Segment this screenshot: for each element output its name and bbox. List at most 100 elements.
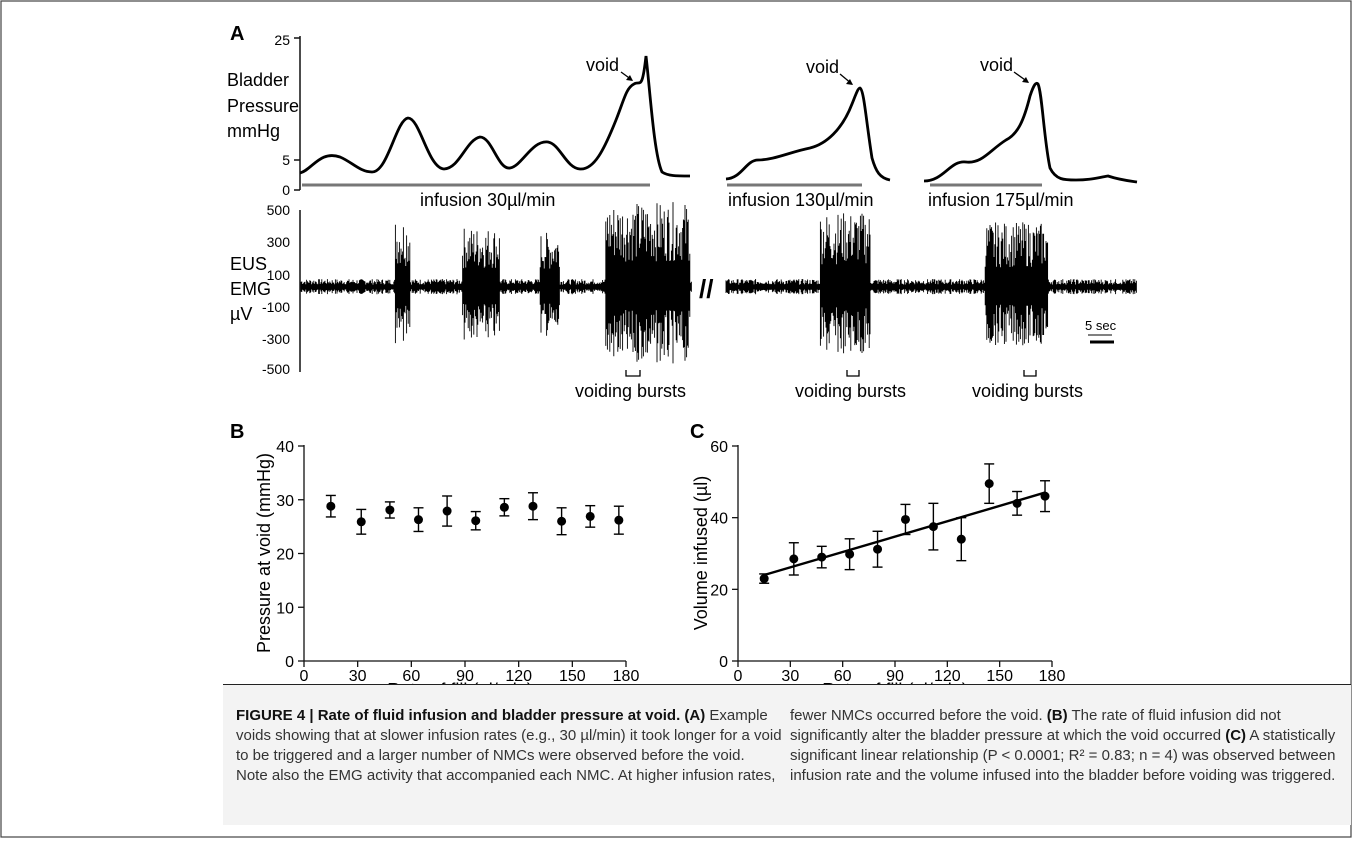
chart-b-point [385, 505, 395, 515]
void-arrowhead [846, 79, 853, 85]
voiding-label: voiding bursts [795, 381, 906, 401]
caption-line: voids showing that at slower infusion ra… [236, 727, 782, 744]
chart-c-point [817, 552, 827, 562]
chart-b-point [356, 517, 366, 527]
chart-c-points [759, 463, 1051, 584]
chart-b-ylabel: Pressure at void (mmHg) [254, 453, 274, 653]
caption-right-column: fewer NMCs occurred before the void. (B)… [790, 706, 1350, 786]
pressure-tick-label: 0 [282, 182, 290, 198]
chart-c-point [1040, 491, 1050, 501]
emg-tick-label: -100 [262, 299, 290, 315]
chart-c-point [956, 534, 966, 544]
chart-b-point [585, 511, 595, 521]
chart-c-point [759, 574, 769, 584]
emg-trace [725, 213, 1137, 354]
chart-b-xtick-label: 180 [613, 668, 640, 685]
chart-b-point [557, 516, 567, 526]
caption-line: fewer NMCs occurred before the void. (B)… [790, 707, 1281, 724]
caption-line: FIGURE 4 | Rate of fluid infusion and bl… [236, 707, 768, 724]
chart-c-xtick-label: 60 [834, 668, 852, 685]
emg-tick-label: 300 [267, 234, 291, 250]
chart-c-fit-line [763, 491, 1046, 577]
chart-b-ytick-label: 10 [276, 600, 294, 617]
emg-axis-label: µV [230, 304, 252, 324]
caption-line: significantly alter the bladder pressure… [790, 727, 1336, 744]
chart-c-xtick-label: 0 [734, 668, 743, 685]
emg-axis-label: EUS [230, 254, 267, 274]
chart-b-point [614, 515, 624, 525]
void-label: void [806, 57, 839, 77]
voiding-bracket [1023, 370, 1037, 377]
chart-c-xtick-label: 30 [781, 668, 799, 685]
chart-c-point [928, 522, 938, 532]
chart-b-xtick-label: 0 [300, 668, 309, 685]
chart-b-ytick-label: 30 [276, 493, 294, 510]
chart-b-points [325, 492, 624, 536]
chart-c-x-ticks: 0 30 60 90 120 150 180 [734, 661, 1066, 685]
voiding-label: voiding bursts [972, 381, 1083, 401]
void-label: void [586, 55, 619, 75]
chart-b-point [442, 506, 452, 516]
chart-b-y-ticks: 0 10 20 30 40 [276, 439, 304, 671]
scale-bar-label: 5 sec [1085, 318, 1117, 333]
voiding-label: voiding bursts [575, 381, 686, 401]
chart-c-ytick-label: 0 [719, 654, 728, 671]
voiding-bracket [625, 370, 641, 377]
chart-c-point [984, 479, 994, 489]
emg-tick-label: 500 [267, 202, 291, 218]
caption-line: Note also the EMG activity that accompan… [236, 767, 776, 784]
chart-c-fit [763, 491, 1046, 577]
infusion-label: infusion 175µl/min [928, 190, 1073, 210]
void-arrowhead [626, 75, 633, 81]
chart-b-xtick-label: 120 [505, 668, 532, 685]
caption-background [223, 684, 1351, 825]
chart-b-xtick-label: 90 [456, 668, 474, 685]
chart-b-x-ticks: 0 30 60 90 120 150 180 [300, 661, 640, 685]
chart-b-xtick-label: 60 [402, 668, 420, 685]
chart-c-xtick-label: 120 [934, 668, 961, 685]
chart-c-xtick-label: 90 [886, 668, 904, 685]
chart-b-point [528, 501, 538, 511]
chart-b-xtick-label: 150 [559, 668, 586, 685]
pressure-tick-label: 25 [274, 32, 290, 48]
panel-a: A 25 5 0 Bladder Pressure mmHg void void… [227, 23, 1138, 401]
chart-b-ytick-label: 20 [276, 547, 294, 564]
caption-line: significant linear relationship (P < 0.0… [790, 747, 1336, 764]
emg-tick-label: 100 [267, 267, 291, 283]
chart-b-point [326, 501, 336, 511]
chart-c-point [873, 544, 883, 554]
chart-c-point [789, 554, 799, 564]
emg-trace [300, 202, 692, 364]
emg-axis-label: EMG [230, 279, 271, 299]
caption-line: to be triggered and a larger number of N… [236, 747, 745, 764]
chart-b-ytick-label: 0 [285, 654, 294, 671]
pressure-tick-label: 5 [282, 152, 290, 168]
chart-c-ylabel: Volume infused (µl) [691, 476, 711, 630]
infusion-label: infusion 130µl/min [728, 190, 873, 210]
chart-b-xtick-label: 30 [349, 668, 367, 685]
axis-break-mark: // [699, 274, 713, 304]
chart-c-ytick-label: 20 [710, 582, 728, 599]
pressure-trace-30 [299, 55, 691, 178]
infusion-label: infusion 30µl/min [420, 190, 555, 210]
chart-b-point [499, 502, 509, 512]
chart-b-point [413, 515, 423, 525]
void-arrowhead [1022, 77, 1029, 83]
pressure-axis-label: Pressure [227, 96, 299, 116]
chart-c-point [900, 514, 910, 524]
pressure-trace-130 [725, 86, 891, 182]
caption-line: infusion rate and the volume infused int… [790, 767, 1336, 784]
voiding-bracket [846, 370, 860, 377]
caption-left-column: FIGURE 4 | Rate of fluid infusion and bl… [236, 706, 796, 786]
panel-c-label: C [690, 421, 704, 443]
pressure-trace-175 [923, 81, 1138, 184]
emg-traces [300, 202, 1137, 364]
chart-c-xtick-label: 180 [1039, 668, 1066, 685]
pressure-axis-label: Bladder [227, 70, 289, 90]
chart-c-ytick-label: 40 [710, 511, 728, 528]
emg-tick-label: -500 [262, 361, 290, 377]
chart-c-ytick-label: 60 [710, 439, 728, 456]
